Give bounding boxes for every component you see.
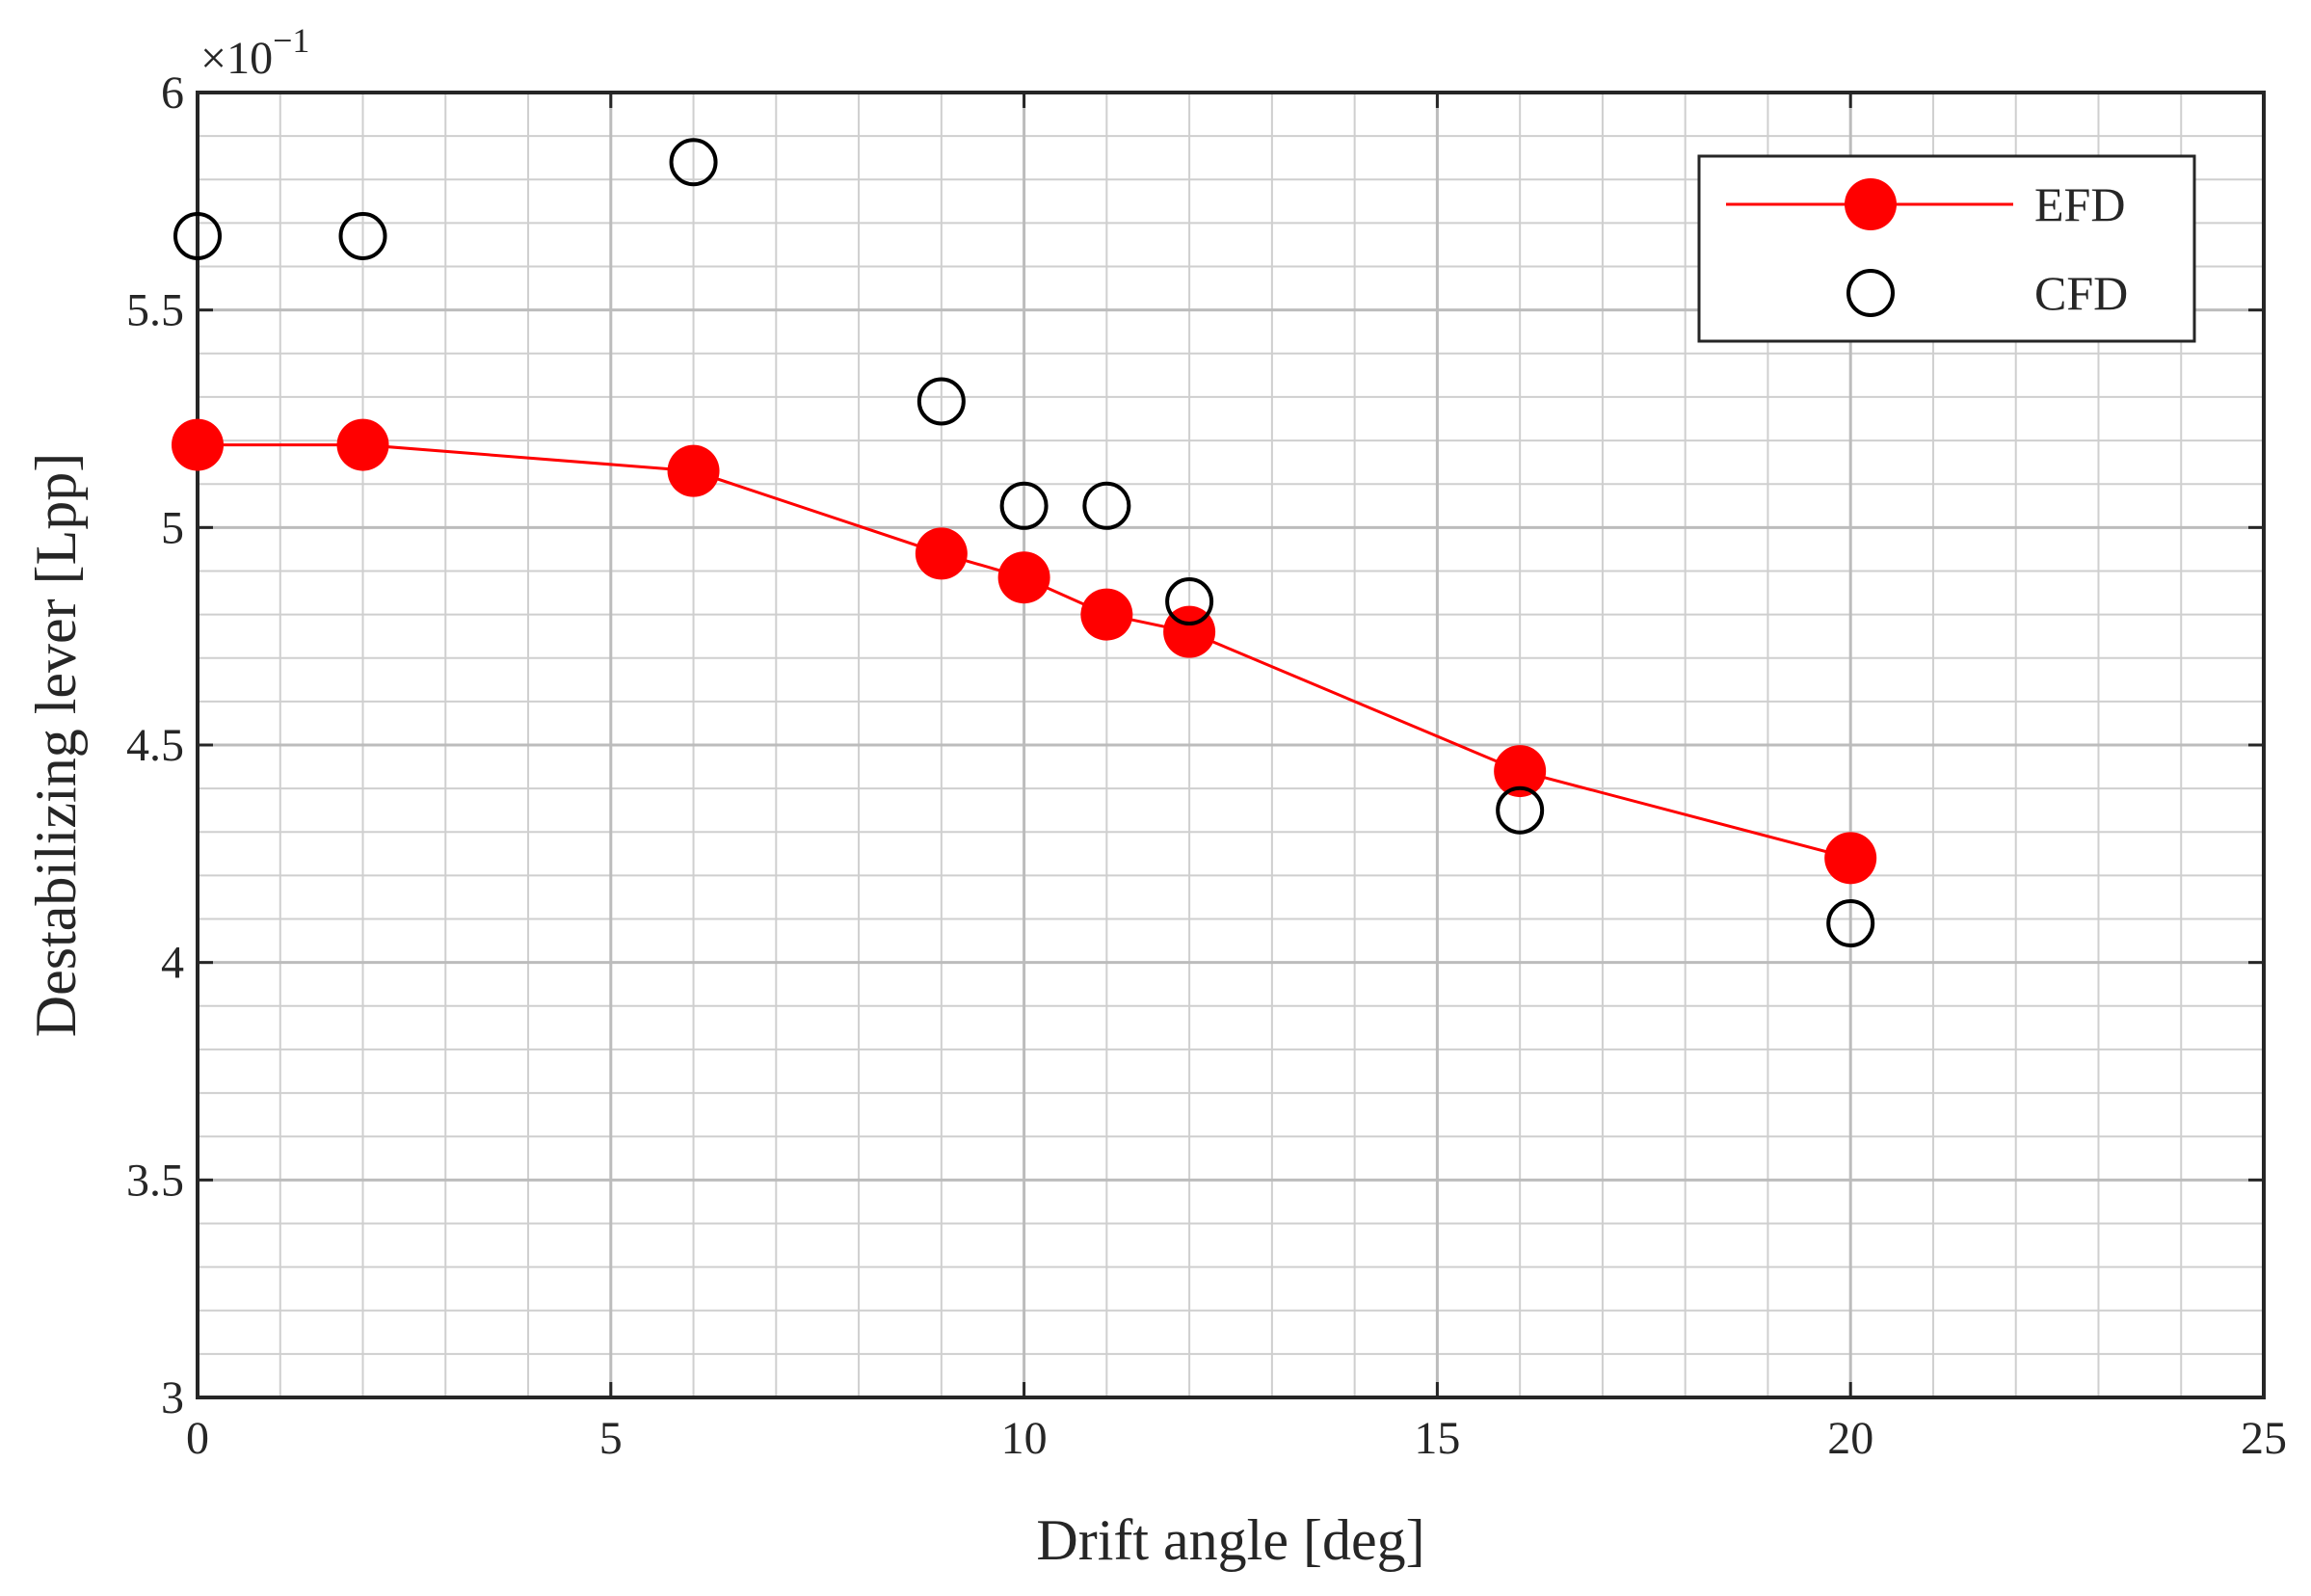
marker [1082, 481, 1131, 530]
y-multiplier-base: ×10 [200, 33, 273, 84]
legend-label: CFD [2034, 266, 2128, 320]
marker [669, 138, 718, 187]
y-axis-label: Destabilizing lever [Lpp] [24, 453, 88, 1037]
marker [1165, 577, 1214, 626]
legend-box [1697, 154, 2196, 343]
y-tick-label: 4.5 [126, 720, 184, 771]
x-tick-label: 0 [186, 1413, 209, 1464]
y-tick-label: 5 [161, 502, 184, 553]
marker [916, 377, 966, 426]
y-tick-label: 6 [161, 67, 184, 119]
marker [1824, 832, 1877, 885]
marker [336, 418, 389, 471]
plot-frame [196, 91, 2266, 1399]
x-tick-label: 20 [1827, 1413, 1873, 1464]
marker [997, 551, 1050, 604]
marker [1080, 588, 1133, 641]
y-tick-label: 3 [161, 1372, 184, 1423]
legend-marker [1846, 269, 1895, 317]
marker [338, 211, 387, 260]
y-tick-label: 4 [161, 938, 184, 989]
marker [915, 527, 968, 580]
x-tick-label: 5 [599, 1413, 623, 1464]
x-tick-label: 10 [1001, 1413, 1048, 1464]
marker [667, 444, 720, 497]
x-tick-label: 25 [2241, 1413, 2287, 1464]
marker [172, 418, 224, 471]
y-tick-label: 3.5 [126, 1155, 184, 1206]
marker [1496, 785, 1545, 835]
marker [173, 211, 222, 260]
y-multiplier-exponent: −1 [273, 21, 309, 60]
marker [999, 481, 1049, 530]
y-multiplier: ×10−1 [200, 21, 309, 84]
legend-marker [1845, 178, 1897, 230]
legend-label: EFD [2034, 177, 2125, 231]
marker [1494, 745, 1547, 798]
x-tick-label: 15 [1414, 1413, 1460, 1464]
marker [1826, 899, 1875, 948]
y-tick-label: 5.5 [126, 285, 184, 336]
x-axis-label: Drift angle [deg] [1036, 1508, 1424, 1572]
